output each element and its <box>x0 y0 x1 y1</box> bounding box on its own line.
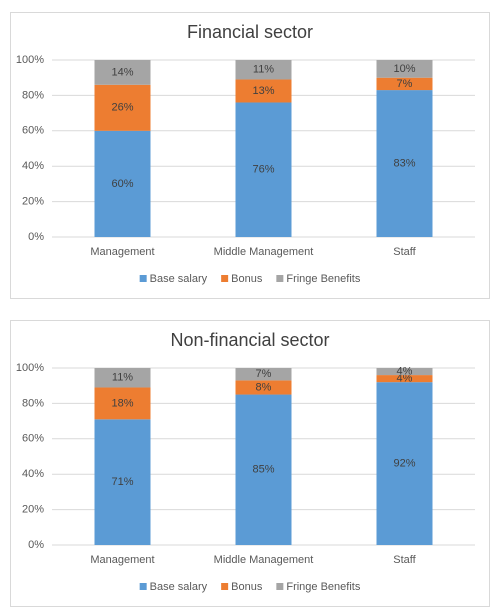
x-tick-label: Staff <box>393 554 416 566</box>
data-label: 4% <box>397 365 413 377</box>
data-label: 14% <box>111 66 133 78</box>
bar-segment <box>235 368 292 381</box>
x-tick-label: Middle Management <box>214 554 314 566</box>
chart-title: Financial sector <box>187 22 313 42</box>
x-tick-label: Middle Management <box>214 246 314 258</box>
y-tick-label: 80% <box>22 397 44 409</box>
y-tick-label: 0% <box>28 231 44 243</box>
bar-segment <box>376 368 433 376</box>
bar-segment <box>376 77 433 91</box>
data-label: 76% <box>252 164 274 176</box>
data-label: 7% <box>397 78 413 90</box>
legend-label: Fringe Benefits <box>286 273 360 285</box>
bar-segment <box>376 90 433 237</box>
data-label: 18% <box>111 397 133 409</box>
y-tick-label: 60% <box>22 125 44 137</box>
y-tick-label: 0% <box>28 539 44 551</box>
data-label: 10% <box>393 63 415 75</box>
bar-segment <box>94 84 151 131</box>
y-tick-label: 20% <box>22 504 44 516</box>
y-tick-label: 100% <box>16 362 44 374</box>
legend-swatch <box>139 583 147 590</box>
bar-segment <box>376 382 433 545</box>
chart-title: Non-financial sector <box>170 330 329 350</box>
y-tick-label: 80% <box>22 89 44 101</box>
bar-segment <box>376 60 433 78</box>
x-tick-label: Management <box>90 246 154 258</box>
bar-segment <box>94 419 151 545</box>
legend-swatch <box>276 583 284 590</box>
data-label: 71% <box>111 476 133 488</box>
data-label: 83% <box>393 157 415 169</box>
bar-segment <box>235 60 292 80</box>
legend-label: Bonus <box>231 273 263 285</box>
legend-swatch <box>139 275 147 282</box>
x-tick-label: Management <box>90 554 154 566</box>
bar-segment <box>94 387 151 420</box>
legend-swatch <box>221 275 229 282</box>
legend-label: Bonus <box>231 581 263 593</box>
bar-segment <box>235 380 292 395</box>
data-label: 11% <box>112 372 133 384</box>
y-tick-label: 100% <box>16 54 44 66</box>
data-label: 85% <box>252 464 274 476</box>
legend-label: Fringe Benefits <box>286 581 360 593</box>
y-tick-label: 40% <box>22 468 44 480</box>
y-tick-label: 20% <box>22 196 44 208</box>
data-label: 26% <box>111 102 133 114</box>
x-tick-label: Staff <box>393 246 416 258</box>
data-label: 92% <box>393 457 415 469</box>
bar-segment <box>235 394 292 545</box>
bar-segment <box>376 375 433 383</box>
data-label: 13% <box>252 85 274 97</box>
y-tick-label: 60% <box>22 433 44 445</box>
bar-segment <box>235 79 292 103</box>
legend-label: Base salary <box>150 581 208 593</box>
data-label: 60% <box>111 178 133 190</box>
data-label: 4% <box>397 373 413 385</box>
legend-label: Base salary <box>150 273 208 285</box>
y-tick-label: 40% <box>22 160 44 172</box>
legend-swatch <box>221 583 229 590</box>
data-label: 11% <box>253 64 274 76</box>
data-label: 7% <box>256 368 272 380</box>
data-label: 8% <box>256 381 272 393</box>
bar-segment <box>94 368 151 388</box>
bar-segment <box>94 130 151 237</box>
bar-segment <box>94 60 151 85</box>
legend-swatch <box>276 275 284 282</box>
bar-segment <box>235 102 292 237</box>
